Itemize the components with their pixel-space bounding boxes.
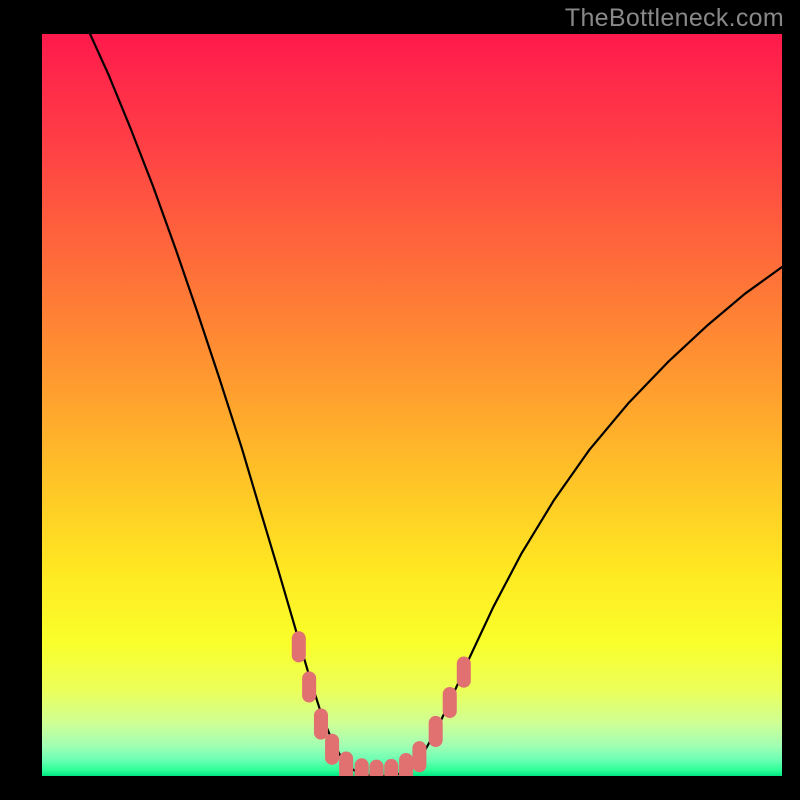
marker-point xyxy=(292,631,306,662)
watermark-text: TheBottleneck.com xyxy=(565,4,784,33)
marker-point xyxy=(443,687,457,718)
marker-point xyxy=(412,741,426,772)
stage: TheBottleneck.com xyxy=(0,0,800,800)
gradient-background xyxy=(42,34,782,776)
plot-area xyxy=(42,34,782,791)
marker-point xyxy=(314,708,328,739)
marker-point xyxy=(302,671,316,702)
marker-point xyxy=(429,716,443,747)
marker-point xyxy=(457,657,471,688)
bottleneck-chart xyxy=(0,0,800,800)
marker-point xyxy=(325,734,339,765)
